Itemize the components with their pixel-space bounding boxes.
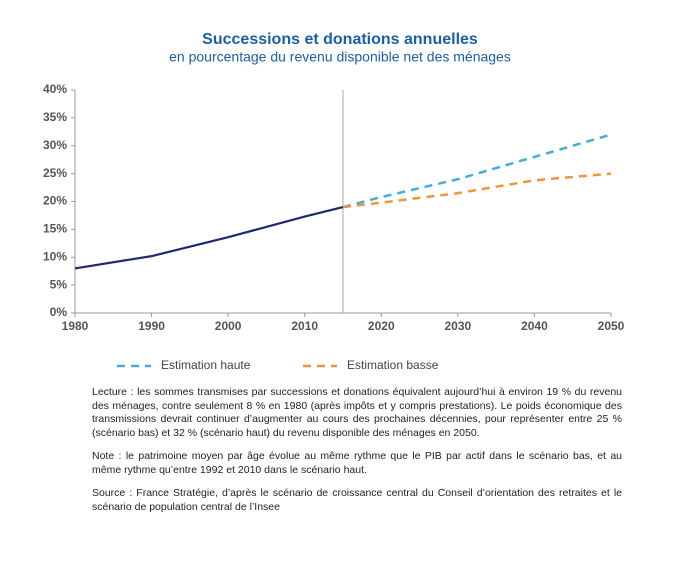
y-tick-label: 20% [43, 194, 67, 208]
y-tick-label: 15% [43, 222, 67, 236]
note: Lecture : les sommes transmises par succ… [92, 386, 622, 439]
chart-title: Successions et donations annuelles [202, 31, 478, 48]
note: Note : le patrimoine moyen par âge évolu… [92, 450, 622, 476]
y-tick-label: 25% [43, 166, 67, 180]
y-tick-label: 10% [43, 249, 67, 263]
x-tick-label: 2010 [291, 319, 318, 333]
line-series [342, 172, 612, 209]
note: Source : France Stratégie, d’après le sc… [92, 487, 622, 513]
y-tick-label: 0% [50, 305, 68, 319]
line-series [74, 206, 344, 270]
y-tick-label: 30% [43, 138, 67, 152]
chart-subtitle: en pourcentage du revenu disponible net … [169, 49, 511, 65]
y-tick-label: 5% [50, 277, 68, 291]
x-tick-label: 1990 [138, 319, 165, 333]
line-series [342, 133, 612, 209]
x-tick-label: 1980 [62, 319, 89, 333]
y-tick-label: 35% [43, 110, 67, 124]
x-tick-label: 2050 [598, 319, 625, 333]
chart: Successions et donations annuelles en po… [43, 31, 625, 372]
notes: Lecture : les sommes transmises par succ… [92, 386, 622, 524]
x-tick-label: 2030 [445, 319, 472, 333]
legend-label: Estimation basse [347, 358, 439, 372]
x-tick-label: 2040 [521, 319, 548, 333]
x-tick-label: 2000 [215, 319, 242, 333]
legend-label: Estimation haute [161, 358, 251, 372]
x-tick-label: 2020 [368, 319, 395, 333]
y-tick-label: 40% [43, 82, 67, 96]
